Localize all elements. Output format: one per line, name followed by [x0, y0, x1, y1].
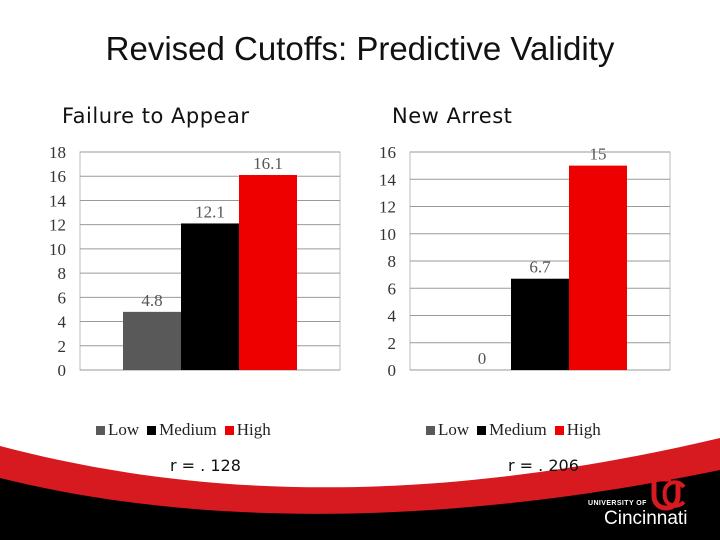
y-tick-label: 14	[49, 191, 67, 210]
correlation-new-arrest: r = . 206	[508, 456, 579, 475]
y-tick-label: 14	[379, 170, 397, 189]
legend-label-low: Low	[438, 420, 470, 439]
bar-medium	[511, 278, 569, 370]
y-tick-label: 2	[58, 337, 67, 356]
legend-label-medium: Medium	[159, 420, 217, 439]
legend-item-high: High	[554, 420, 601, 440]
chart-failure-to-appear: 0 2 4 6 8 10 12 14 16 18 4.8 12.1 16.1	[49, 143, 341, 380]
y-tick-label: 0	[58, 361, 67, 380]
chart-subtitle-new-arrest: New Arrest	[392, 104, 513, 128]
y-tick-label: 10	[49, 240, 66, 259]
legend-label-high: High	[236, 420, 271, 439]
data-label-high: 16.1	[253, 154, 283, 173]
data-label-medium: 12.1	[195, 202, 225, 221]
bar-low	[123, 311, 181, 370]
legend-swatch-low	[96, 425, 105, 435]
legend-swatch-high	[554, 425, 564, 435]
legend-swatch-low	[426, 425, 435, 435]
university-logo: UNIVERSITY OF Cincinnati	[588, 478, 708, 530]
bar-high	[239, 175, 297, 370]
y-tick-label: 6	[58, 288, 67, 307]
logo-name: Cincinnati	[604, 508, 688, 529]
uc-logo-mark-icon	[651, 478, 686, 511]
data-label-medium: 6.7	[529, 258, 551, 277]
legend-swatch-medium	[147, 425, 157, 435]
footer-swoosh	[0, 438, 720, 540]
y-tick-label: 8	[58, 264, 67, 283]
bar-medium	[181, 223, 239, 370]
y-tick-label: 4	[388, 307, 397, 326]
legend-label-medium: Medium	[489, 420, 547, 439]
y-tick-label: 12	[379, 198, 396, 217]
y-tick-label: 2	[388, 334, 397, 353]
data-label-low: 4.8	[141, 291, 162, 310]
y-tick-label: 0	[388, 361, 397, 380]
legend-item-medium: Medium	[147, 420, 217, 440]
legend-label-low: Low	[108, 420, 140, 439]
legend-item-low: Low	[426, 420, 469, 440]
legend-swatch-medium	[477, 425, 487, 435]
correlation-failure-to-appear: r = . 128	[170, 456, 241, 475]
legend-label-high: High	[566, 420, 601, 439]
y-tick-label: 8	[388, 252, 397, 271]
y-tick-label: 16	[49, 167, 66, 186]
y-tick-label: 10	[379, 225, 396, 244]
legend-swatch-high	[224, 425, 234, 435]
legend-item-low: Low	[96, 420, 139, 440]
legend-new-arrest: Low Medium High	[426, 420, 609, 440]
y-tick-label: 16	[379, 143, 396, 162]
bar-high	[569, 165, 627, 370]
slide-title: Revised Cutoffs: Predictive Validity	[105, 30, 615, 67]
y-tick-label: 6	[388, 279, 397, 298]
chart-subtitle-failure-to-appear: Failure to Appear	[62, 104, 250, 128]
data-label-low: 0	[478, 349, 487, 368]
logo-university-of: UNIVERSITY OF	[588, 500, 647, 507]
y-tick-label: 4	[58, 313, 67, 332]
y-tick-label: 12	[49, 216, 66, 235]
legend-item-medium: Medium	[477, 420, 547, 440]
data-label-high: 15	[590, 145, 607, 164]
legend-item-high: High	[224, 420, 271, 440]
legend-failure-to-appear: Low Medium High	[96, 420, 279, 440]
chart-new-arrest: 0 2 4 6 8 10 12 14 16 0 6.7 15	[379, 143, 671, 380]
y-tick-label: 18	[49, 143, 66, 162]
